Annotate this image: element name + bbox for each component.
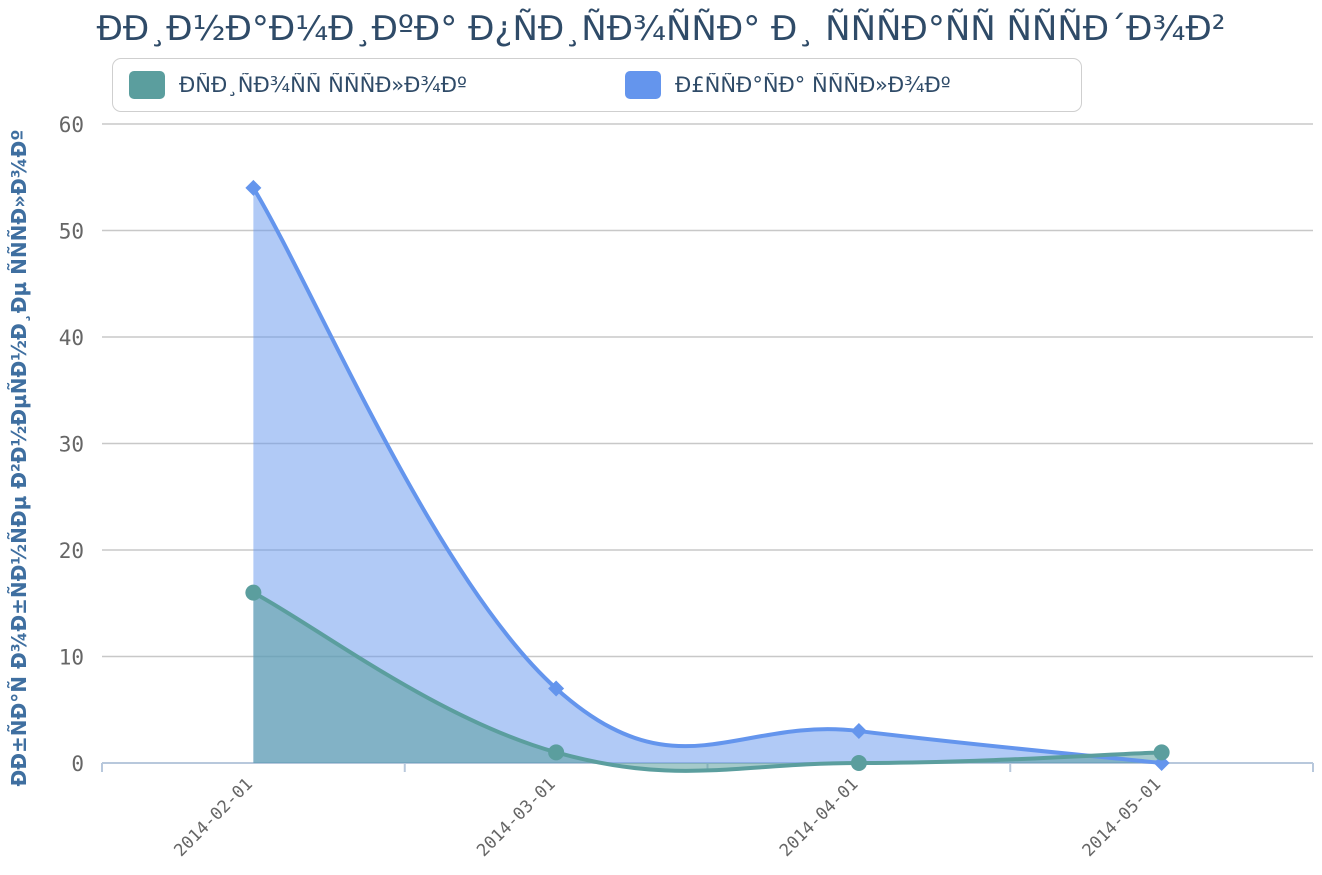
series-line-2	[251, 186, 1162, 765]
x-tick-label: 2014-05-01	[1079, 774, 1166, 861]
y-tick-label: 50	[59, 220, 84, 244]
y-tick-label: 30	[59, 433, 84, 457]
y-tick-label: 10	[59, 646, 84, 670]
legend-swatch-series-1	[129, 71, 165, 99]
data-point-series-1[interactable]	[245, 584, 262, 601]
chart-title-text: ÐÐ¸Ð½Ð°Ð¼Ð¸ÐºÐ° Ð¿ÑÐ¸ÑÐ¾ÑÑÐ° Ð¸ ÑÑÑÐ°ÑÑ …	[96, 9, 1226, 49]
series-area-2	[253, 187, 1162, 763]
x-tick-label: 2014-03-01	[473, 774, 560, 861]
y-tick-label: 40	[59, 326, 84, 350]
data-point-series-2[interactable]	[245, 179, 262, 196]
legend-item-series-1[interactable]: ÐÑÐ¸ÑÐ¾ÑÑ ÑÑÑÐ»Ð¾Ðº	[129, 70, 619, 100]
data-point-series-1[interactable]	[850, 755, 867, 771]
series-line-1	[252, 590, 1162, 773]
legend-swatch-series-2	[625, 71, 661, 99]
y-tick-label: 20	[59, 539, 84, 563]
legend-label-series-2: Ð£ÑÑÐ°ÑÐ° ÑÑÑÐ»Ð¾Ðº	[675, 73, 951, 97]
data-point-series-2[interactable]	[850, 723, 867, 740]
x-tick-label: 2014-02-01	[170, 774, 257, 861]
data-point-series-1[interactable]	[548, 744, 565, 761]
data-point-series-1[interactable]	[1153, 744, 1170, 761]
legend: ÐÑÐ¸ÑÐ¾ÑÑ ÑÑÑÐ»Ð¾Ðº Ð£ÑÑÐ°ÑÐ° ÑÑÑÐ»Ð¾Ðº	[112, 58, 1082, 112]
data-point-series-2[interactable]	[548, 680, 565, 697]
x-tick-label: 2014-04-01	[776, 774, 863, 861]
legend-label-series-1: ÐÑÐ¸ÑÐ¾ÑÑ ÑÑÑÐ»Ð¾Ðº	[179, 73, 467, 97]
y-tick-label: 0	[71, 752, 84, 776]
chart-title: ÐÐ¸Ð½Ð°Ð¼Ð¸ÐºÐ° Ð¿ÑÐ¸ÑÐ¾ÑÑÐ° Ð¸ ÑÑÑÐ°ÑÑ …	[0, 8, 1322, 60]
y-tick-label: 60	[59, 113, 84, 137]
legend-item-series-2[interactable]: Ð£ÑÑÐ°ÑÐ° ÑÑÑÐ»Ð¾Ðº	[625, 70, 1075, 100]
